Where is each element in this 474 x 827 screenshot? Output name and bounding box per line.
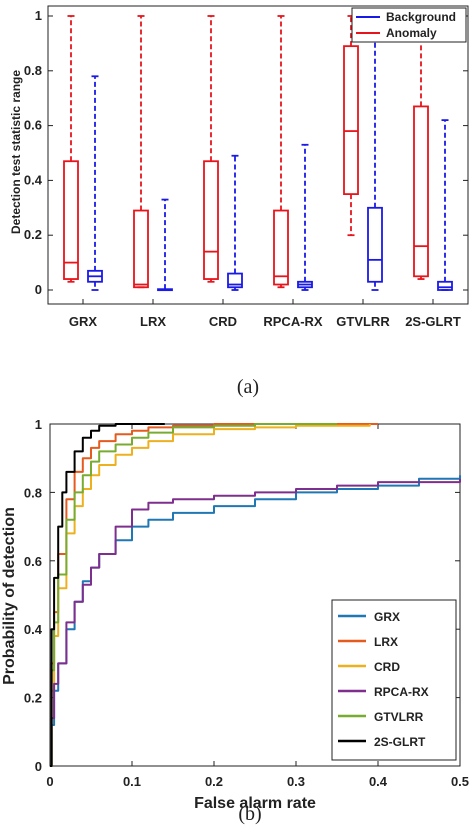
legend-label-rpca-rx: RPCA-RX bbox=[374, 685, 429, 699]
legend-b: GRX LRX CRD RPCA-RX GTVLRR 2S-GLRT bbox=[331, 599, 457, 761]
box-anomaly-lrx bbox=[133, 15, 149, 289]
box-iqr bbox=[367, 206, 383, 283]
legend-label-lrx: LRX bbox=[374, 635, 398, 649]
box-background-rpca-rx bbox=[297, 143, 313, 291]
y-tick-label: 0.8 bbox=[24, 63, 42, 78]
box-background-crd bbox=[227, 154, 243, 291]
box-anomaly-gtvlrr bbox=[343, 15, 359, 237]
roc-panel: 0 0.2 0.4 0.6 0.8 1 0 0.1 0.2 0.3 0.4 0.5 False al… bbox=[1, 417, 469, 825]
x-tick-label: GTVLRR bbox=[336, 314, 390, 329]
caption-b: (b) bbox=[238, 803, 261, 825]
legend-a: Background Anomaly bbox=[351, 7, 467, 43]
x-tick-label: RPCA-RX bbox=[263, 314, 323, 329]
legend-label-2s-glrt: 2S-GLRT bbox=[374, 735, 426, 749]
y-tick-label: 0 bbox=[35, 282, 42, 297]
y-tick-label: 1 bbox=[35, 417, 42, 432]
box-iqr bbox=[437, 280, 453, 291]
x-tick-label: 0.4 bbox=[369, 774, 388, 789]
y-tick-label: 0.6 bbox=[24, 118, 42, 133]
box-background-lrx bbox=[157, 198, 173, 292]
x-tick-label: 2S-GLRT bbox=[405, 314, 461, 329]
roc-line-2s-glrt bbox=[50, 423, 165, 767]
y-tick-label: 0 bbox=[35, 759, 42, 774]
x-tick-label: 0.3 bbox=[287, 774, 305, 789]
y-axis-label-a: Detection test statistic range bbox=[9, 70, 23, 234]
roc-line-rpca-rx bbox=[50, 478, 461, 767]
caption-a: (a) bbox=[237, 376, 259, 398]
y-axis-label-b: Probability of detection bbox=[1, 507, 18, 685]
legend-label-crd: CRD bbox=[374, 660, 400, 674]
y-tick-label: 0.4 bbox=[24, 622, 43, 637]
y-tick-label: 0.6 bbox=[24, 554, 42, 569]
box-iqr bbox=[343, 45, 359, 196]
y-tick-label: 0.8 bbox=[24, 485, 42, 500]
box-background-grx bbox=[87, 75, 103, 291]
box-iqr bbox=[273, 209, 289, 286]
y-tick-label: 0.4 bbox=[24, 172, 43, 187]
box-iqr bbox=[63, 160, 79, 280]
x-tick-label: 0.2 bbox=[205, 774, 223, 789]
x-tick-label: 0.1 bbox=[123, 774, 141, 789]
legend-label-grx: GRX bbox=[374, 610, 400, 624]
legend-label-background: Background bbox=[386, 10, 456, 24]
x-axis-label-b: False alarm rate bbox=[194, 795, 316, 812]
legend-label-gtvlrr: GTVLRR bbox=[374, 710, 424, 724]
box-background-2s-glrt bbox=[437, 119, 453, 291]
box-anomaly-crd bbox=[203, 15, 219, 283]
x-tick-label: LRX bbox=[140, 314, 166, 329]
roc-line-gtvlrr bbox=[50, 423, 337, 767]
box-plot-panel: 0 0.2 0.4 0.6 0.8 1 GRX LRX CRD RPCA-RX GTVLRR 2S-… bbox=[9, 5, 469, 398]
box-anomaly-grx bbox=[63, 15, 79, 283]
box-iqr bbox=[203, 160, 219, 280]
y-tick-label: 0.2 bbox=[24, 691, 42, 706]
plot-area-a bbox=[47, 5, 469, 305]
x-tick-label: 0.5 bbox=[451, 774, 469, 789]
legend-label-anomaly: Anomaly bbox=[386, 26, 437, 40]
box-anomaly-rpca-rx bbox=[273, 15, 289, 289]
box-iqr bbox=[227, 272, 243, 289]
box-iqr bbox=[413, 105, 429, 278]
x-tick-label: CRD bbox=[209, 314, 237, 329]
y-tick-label: 0.2 bbox=[24, 227, 42, 242]
x-tick-label: 0 bbox=[46, 774, 53, 789]
y-tick-label: 1 bbox=[35, 8, 42, 23]
box-iqr bbox=[133, 209, 149, 289]
x-tick-label: GRX bbox=[69, 314, 98, 329]
